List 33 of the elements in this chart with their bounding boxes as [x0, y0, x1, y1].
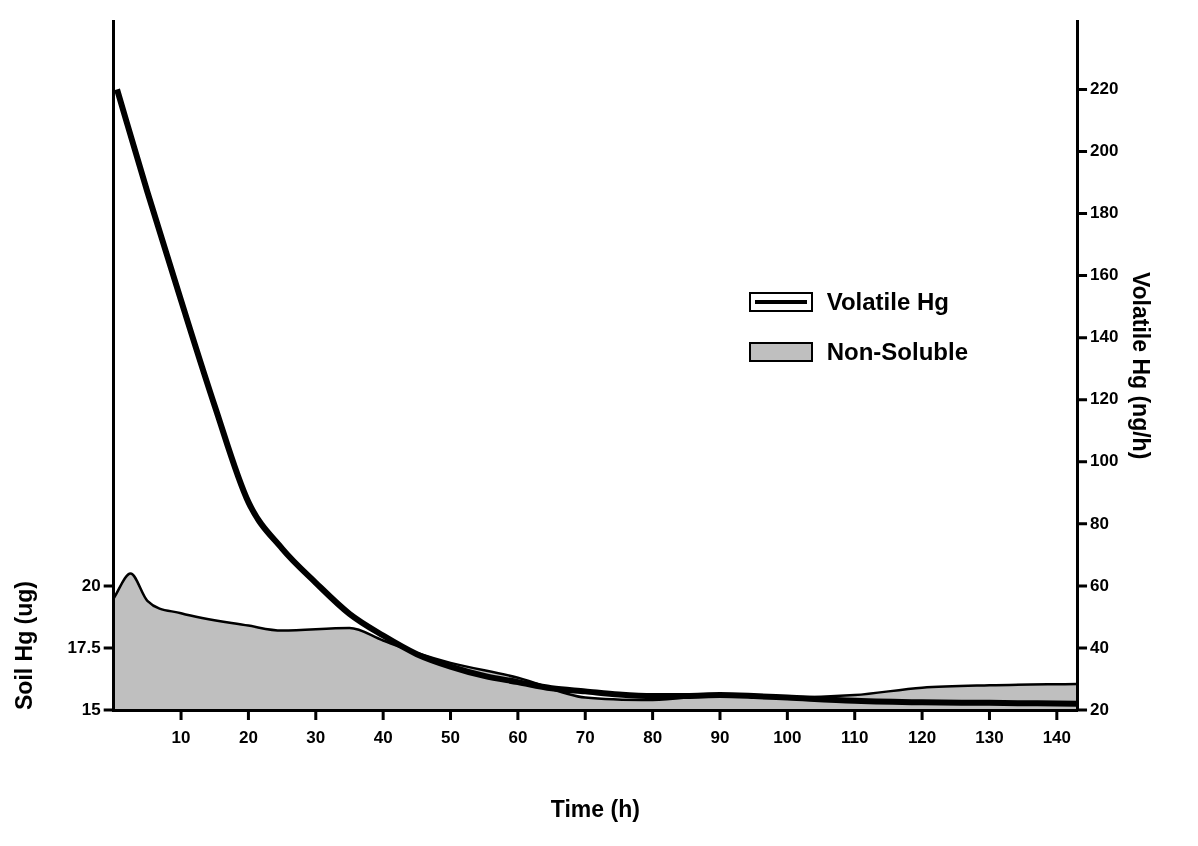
x-tick-label: 20: [238, 727, 258, 747]
x-tick-label: 40: [373, 727, 393, 747]
x-tick-label: 130: [975, 727, 1004, 747]
x-tick-label: 10: [171, 727, 191, 747]
y2-tick-label: 60: [1090, 575, 1109, 595]
y2-tick-label: 200: [1090, 141, 1119, 161]
y2-tick-label: 20: [1090, 699, 1109, 719]
y2-tick-label: 180: [1090, 203, 1119, 223]
x-tick-label: 90: [710, 727, 730, 747]
y2-axis-title: Volatile Hg (ng/h): [1127, 271, 1154, 460]
x-axis-title: Time (h): [550, 795, 640, 822]
legend-label: Volatile Hg: [826, 288, 949, 316]
y-tick-label: 20: [81, 575, 101, 595]
y2-tick-label: 80: [1090, 513, 1109, 533]
y2-tick-label: 220: [1090, 79, 1119, 99]
x-tick-label: 70: [575, 727, 595, 747]
x-tick-label: 50: [441, 727, 460, 747]
x-tick-label: 120: [907, 727, 937, 747]
y2-tick-label: 40: [1090, 637, 1109, 657]
x-tick-label: 30: [306, 727, 326, 747]
y2-tick-label: 160: [1090, 265, 1119, 285]
x-tick-label: 140: [1042, 727, 1072, 747]
x-tick-label: 110: [841, 727, 869, 747]
y2-tick-label: 140: [1090, 327, 1119, 347]
y2-tick-label: 100: [1090, 451, 1119, 471]
x-tick-label: 80: [643, 727, 663, 747]
x-tick-label: 100: [773, 727, 802, 747]
y-tick-label: 17.5: [67, 637, 101, 657]
y-tick-label: 15: [81, 699, 101, 719]
y2-tick-label: 120: [1090, 389, 1119, 409]
x-tick-label: 60: [508, 727, 528, 747]
legend-label: Non-Soluble: [826, 338, 968, 366]
y-axis-title: Soil Hg (ug): [11, 580, 38, 710]
